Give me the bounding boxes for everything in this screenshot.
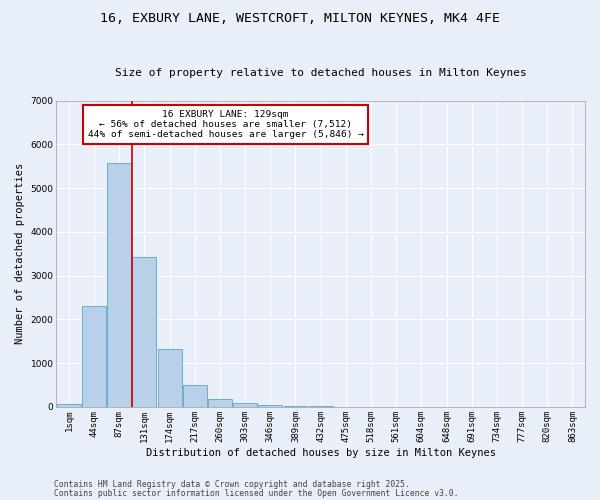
Text: 16 EXBURY LANE: 129sqm
← 56% of detached houses are smaller (7,512)
44% of semi-: 16 EXBURY LANE: 129sqm ← 56% of detached…: [88, 110, 364, 140]
Y-axis label: Number of detached properties: Number of detached properties: [15, 163, 25, 344]
Bar: [183, 386, 207, 407]
Title: Size of property relative to detached houses in Milton Keynes: Size of property relative to detached ho…: [115, 68, 527, 78]
Bar: [158, 349, 182, 407]
Bar: [259, 404, 282, 407]
Bar: [57, 404, 81, 407]
Bar: [284, 406, 307, 407]
Bar: [133, 257, 157, 407]
Bar: [107, 162, 131, 407]
X-axis label: Distribution of detached houses by size in Milton Keynes: Distribution of detached houses by size …: [146, 448, 496, 458]
Text: Contains public sector information licensed under the Open Government Licence v3: Contains public sector information licen…: [54, 489, 458, 498]
Bar: [233, 403, 257, 407]
Bar: [82, 306, 106, 407]
Text: 16, EXBURY LANE, WESTCROFT, MILTON KEYNES, MK4 4FE: 16, EXBURY LANE, WESTCROFT, MILTON KEYNE…: [100, 12, 500, 26]
Bar: [208, 398, 232, 407]
Text: Contains HM Land Registry data © Crown copyright and database right 2025.: Contains HM Land Registry data © Crown c…: [54, 480, 410, 489]
